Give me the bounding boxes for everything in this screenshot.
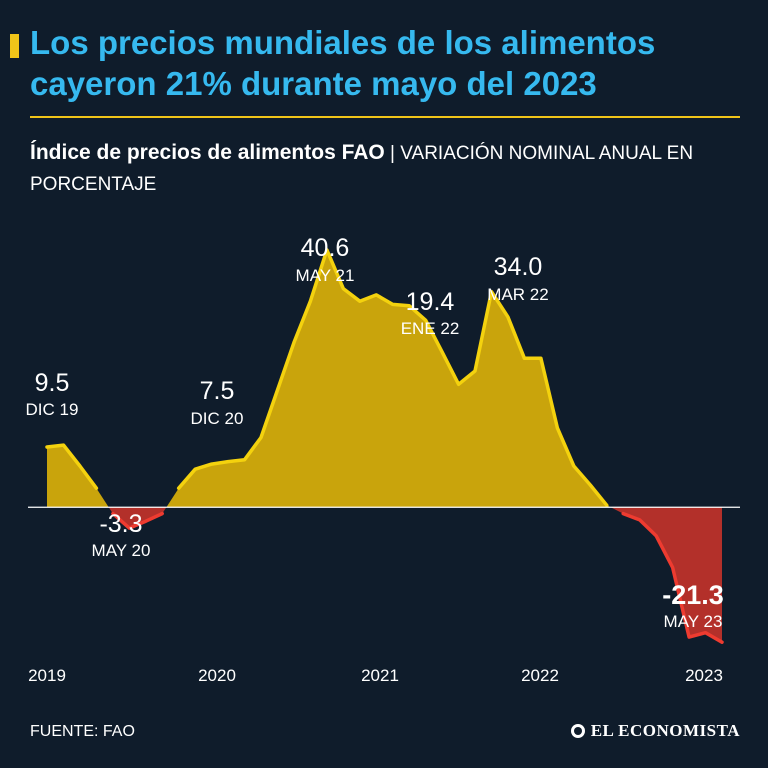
title-accent-bar <box>10 34 19 58</box>
annotation-value: 7.5 <box>200 377 235 405</box>
negative-line-1 <box>111 511 164 530</box>
x-tick-label: 2019 <box>28 666 66 685</box>
annotation-label: ENE 22 <box>401 319 460 338</box>
x-tick-label: 2023 <box>685 666 723 685</box>
negative-line-3 <box>621 511 724 644</box>
source-note: FUENTE: FAO <box>30 723 135 740</box>
x-tick-label: 2020 <box>198 666 236 685</box>
chart-subtitle: Índice de precios de alimentos FAO | VAR… <box>30 138 750 200</box>
brand-name: EL ECONOMISTA <box>590 721 740 740</box>
brand-circle-icon <box>570 724 585 738</box>
annotation-value: 19.4 <box>406 288 455 316</box>
annotation-label: DIC 20 <box>191 409 244 428</box>
positive-line-2 <box>176 248 609 508</box>
title-divider <box>30 116 740 118</box>
negative-area-3 <box>610 507 722 643</box>
annotation-label: MAY 20 <box>92 541 151 560</box>
x-tick-label: 2022 <box>521 666 559 685</box>
annotation-value: 40.6 <box>301 234 350 262</box>
negative-area-1 <box>108 507 167 529</box>
positive-area-0 <box>47 445 109 508</box>
annotation-label: MAY 21 <box>296 266 355 285</box>
annotation-value: -21.3 <box>662 580 724 610</box>
annotation-value: 9.5 <box>35 369 70 397</box>
annotation-label: MAY 23 <box>664 612 723 631</box>
annotation-label: MAR 22 <box>487 285 548 304</box>
positive-line-0 <box>45 443 99 490</box>
annotation-label: DIC 19 <box>26 400 79 419</box>
x-tick-label: 2021 <box>361 666 399 685</box>
brand-logo: EL ECONOMISTA <box>570 721 740 741</box>
annotation-value: 34.0 <box>494 253 543 281</box>
subtitle-light: VARIACIÓN NOMINAL ANUAL EN PORCENTAJE <box>30 143 694 195</box>
subtitle-separator: | <box>384 143 401 164</box>
subtitle-bold: Índice de precios de alimentos FAO <box>30 141 385 164</box>
annotation-value: -3.3 <box>99 510 142 538</box>
chart-title: Los precios mundiales de los alimentos c… <box>30 24 656 102</box>
positive-area-2 <box>166 249 611 508</box>
